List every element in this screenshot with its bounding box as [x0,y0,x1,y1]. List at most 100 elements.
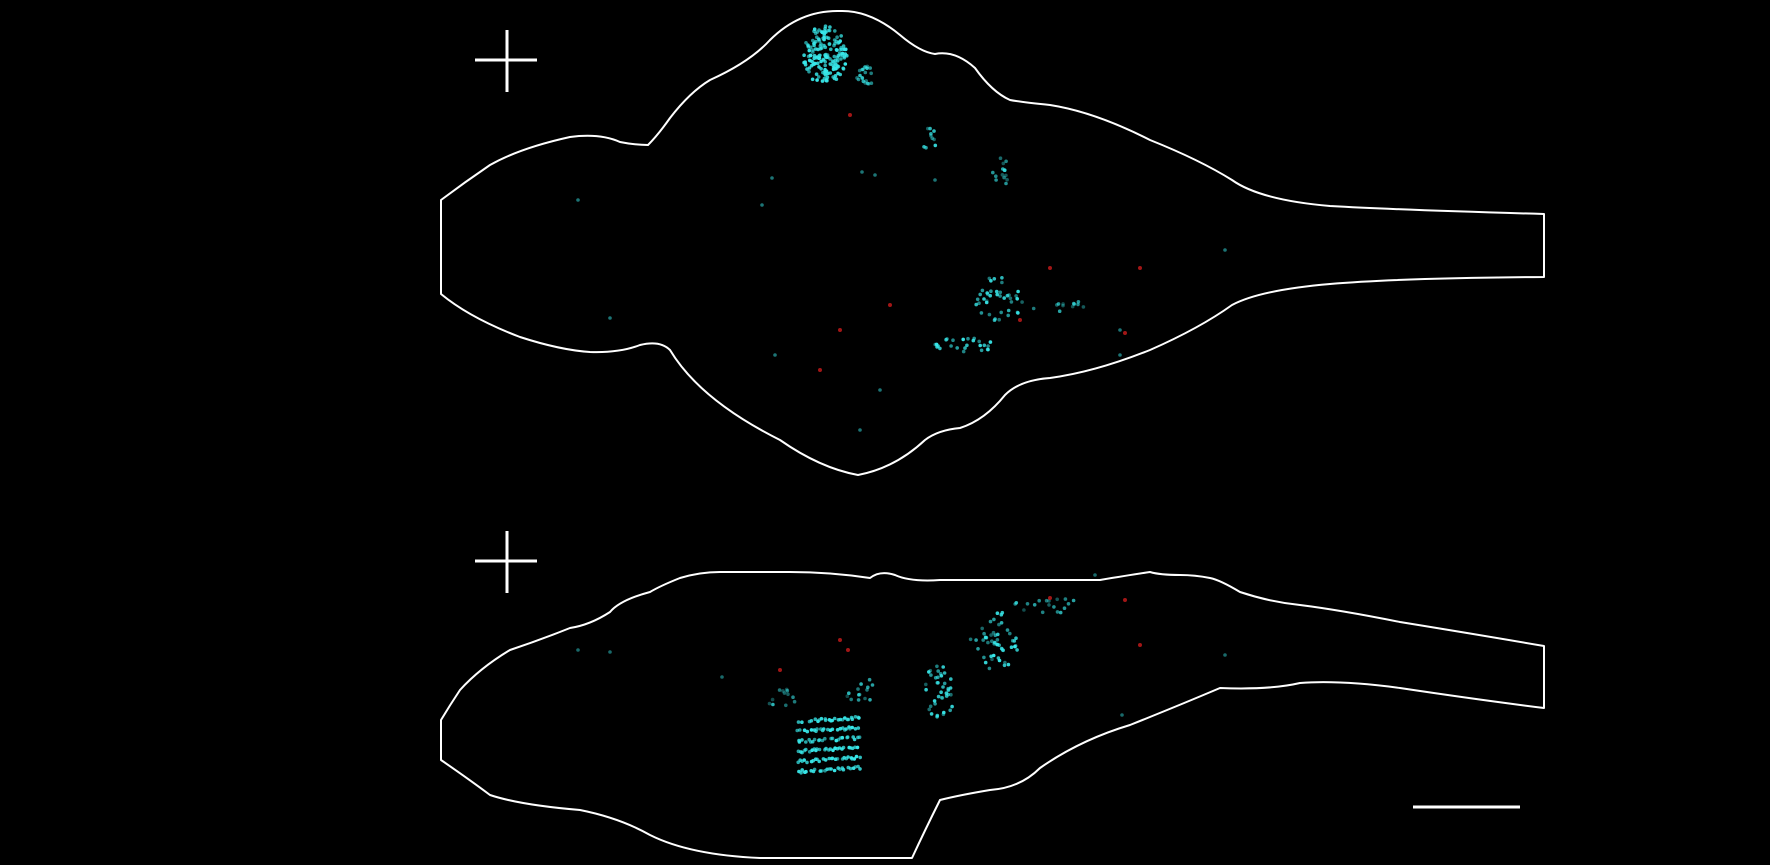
cell-marker [974,638,978,642]
cell-marker [932,699,937,703]
cell-marker [1013,644,1018,648]
cell-marker [1048,596,1052,600]
cell-marker [1004,159,1008,164]
cell-marker [838,638,842,642]
cell-marker [1001,167,1005,171]
cell-marker [850,717,855,721]
cell-marker [796,720,801,724]
cell-marker [808,53,813,58]
cell-marker [853,765,858,769]
cell-marker [997,622,1001,627]
cell-marker [841,767,846,772]
cell-marker [804,769,808,774]
cell-marker [817,738,822,742]
cell-marker [835,757,840,761]
cell-marker [853,715,858,719]
cell-marker [843,47,848,52]
cell-marker [863,696,867,701]
cell-marker [858,767,862,771]
cell-marker [936,669,940,673]
cell-marker [1006,313,1010,318]
cell-marker [836,71,840,76]
cell-marker [858,73,862,78]
cell-marker [965,343,969,348]
cell-marker [873,173,877,177]
cell-marker [833,41,837,46]
cell-marker [856,77,861,82]
cell-marker [818,368,822,372]
cell-marker [1000,173,1005,177]
cell-marker [823,24,828,29]
cell-marker [845,735,850,739]
cell-marker [1004,181,1008,186]
cell-marker [951,338,955,343]
cell-marker [935,664,939,669]
cell-marker [987,666,992,671]
cell-marker [975,297,980,302]
cell-marker [1123,331,1127,335]
top-view-panel [440,9,1545,476]
cell-marker [928,704,933,709]
cell-marker [1061,303,1065,308]
cell-marker [821,727,826,731]
cell-marker [823,45,828,50]
cell-marker [942,671,947,675]
cell-marker [1000,648,1005,652]
cell-marker [990,639,994,643]
cell-marker [948,708,952,713]
cell-marker [825,75,830,80]
cell-marker [849,697,853,702]
cell-marker [1223,653,1227,657]
cell-marker [888,303,892,307]
cell-marker [831,75,835,79]
cell-marker [858,428,862,432]
cell-marker [807,48,812,53]
cell-marker [819,769,824,773]
cell-marker [878,388,882,392]
cell-marker [1016,289,1020,294]
cell-marker [809,719,814,723]
cell-marker [815,727,819,731]
cell-marker [983,635,988,640]
cell-marker [1138,643,1142,647]
cell-marker [979,348,984,353]
cell-marker [986,347,990,352]
cell-marker [860,76,865,81]
cell-marker [819,42,823,46]
cell-marker [608,316,612,320]
cell-marker [869,71,873,76]
cell-marker [828,747,833,751]
cell-marker [805,760,809,765]
cell-marker [1055,597,1059,602]
cell-marker [992,617,996,622]
cell-marker [785,688,790,693]
cell-marker [922,145,926,149]
cell-marker [939,690,943,694]
cell-marker [846,648,850,652]
cell-marker [827,756,831,761]
cell-marker [1001,161,1006,166]
cell-marker [990,657,994,662]
top-view-outline [440,9,1545,476]
cell-marker [800,720,804,724]
cell-marker [839,57,843,61]
cell-marker [857,68,862,73]
cell-marker [720,675,724,679]
cell-marker [1000,610,1005,615]
cell-marker [777,688,782,692]
cell-marker [977,301,981,306]
cell-marker [1056,302,1061,306]
cell-marker [835,35,839,39]
cell-marker [927,670,931,674]
cell-marker [860,170,864,174]
cell-marker [798,728,802,732]
cell-marker [832,768,837,773]
cell-marker [865,81,870,86]
cell-marker [940,696,944,700]
cell-marker [848,766,853,771]
cell-marker [830,727,835,732]
cell-marker [941,712,946,717]
cell-marker [978,343,982,348]
crosshair-icon [475,30,537,92]
